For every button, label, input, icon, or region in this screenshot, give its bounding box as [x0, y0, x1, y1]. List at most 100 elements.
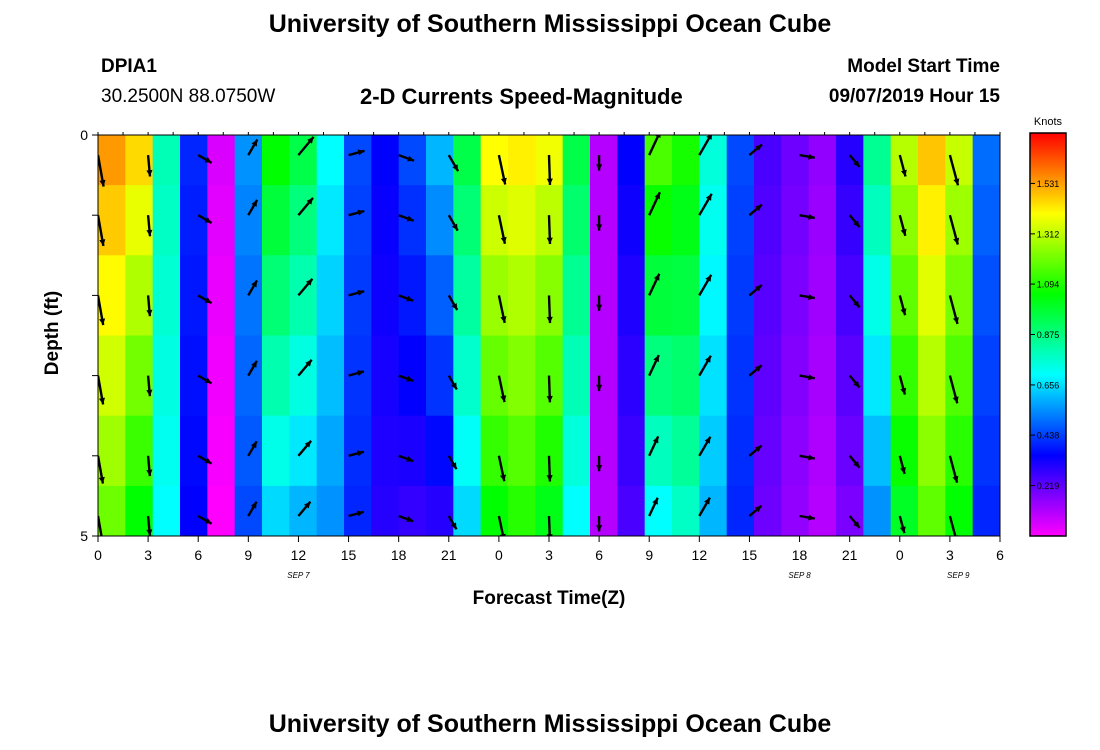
- heatmap-cell: [918, 185, 946, 256]
- heatmap-cell: [672, 185, 700, 256]
- current-vector-head: [204, 457, 212, 464]
- x-tick-label: 0: [896, 547, 904, 563]
- current-vector-head: [596, 304, 603, 311]
- current-vector: [348, 289, 365, 297]
- current-vector-head: [451, 303, 458, 310]
- current-vector: [398, 374, 414, 383]
- current-vector-head: [808, 454, 815, 461]
- heatmap-cell: [945, 135, 974, 186]
- current-vector-head: [705, 193, 712, 201]
- current-vector-head: [357, 289, 365, 296]
- current-vector-head: [500, 236, 507, 244]
- heatmap-cell: [344, 335, 372, 417]
- heatmap-cell: [262, 135, 290, 186]
- heatmap-cell: [808, 255, 837, 337]
- current-vector-head: [596, 525, 603, 532]
- current-vector-head: [146, 169, 153, 177]
- heatmap-cell: [426, 185, 454, 256]
- x-tick-label: 15: [341, 547, 357, 563]
- current-vector: [98, 154, 106, 187]
- current-vector-head: [499, 533, 506, 536]
- current-vector-head: [755, 204, 762, 212]
- y-axis-label: Depth (ft): [42, 291, 63, 375]
- heatmap-cell: [644, 485, 673, 536]
- current-vector-head: [98, 476, 105, 484]
- heatmap-cell: [972, 185, 1000, 256]
- heatmap-cell: [98, 485, 126, 536]
- heatmap-cell: [726, 415, 755, 487]
- current-vector: [748, 284, 763, 297]
- current-vector-head: [304, 440, 312, 448]
- heatmap-cell: [972, 485, 1000, 536]
- heatmap-cell: [590, 185, 618, 256]
- heatmap-cell: [180, 135, 208, 186]
- heatmap-cell: [890, 135, 919, 186]
- heatmap-cell: [726, 485, 755, 536]
- current-vector-head: [452, 164, 459, 172]
- heatmap-cell: [480, 335, 509, 417]
- current-vector: [948, 295, 959, 325]
- heatmap-cell: [644, 255, 673, 337]
- heatmap-cell: [672, 135, 700, 186]
- heatmap-cell: [316, 185, 345, 256]
- current-vector: [848, 214, 861, 228]
- current-vector-head: [705, 355, 711, 363]
- heatmap-cell: [863, 255, 892, 337]
- x-tick-label: 21: [842, 547, 858, 563]
- current-vector: [146, 455, 153, 477]
- current-vector-head: [853, 380, 860, 388]
- current-vector-head: [204, 377, 212, 384]
- heatmap-cell: [699, 135, 728, 186]
- x-tick-label: 6: [595, 547, 603, 563]
- current-vector: [247, 199, 259, 216]
- current-vector: [596, 516, 603, 532]
- current-vector-shaft: [497, 515, 505, 536]
- y-tick-label: 0: [80, 127, 88, 143]
- heatmap-cell: [480, 255, 509, 337]
- model-start-label: Model Start Time: [847, 56, 1000, 77]
- heatmap-cell: [562, 485, 591, 536]
- current-vector-head: [304, 501, 311, 509]
- current-vector: [398, 214, 415, 222]
- current-vector: [596, 215, 603, 231]
- current-vector-head: [901, 169, 907, 177]
- current-vector: [898, 154, 907, 177]
- colorbar-tick-label: 0.875: [1037, 330, 1060, 340]
- colorbar-label: Knots: [1034, 116, 1063, 128]
- heatmap-cell: [207, 415, 236, 487]
- current-vector-head: [500, 474, 506, 482]
- heatmap-cell: [508, 335, 536, 417]
- current-vector-head: [853, 300, 860, 308]
- heatmap-cell: [808, 485, 837, 536]
- heatmap-cell: [644, 135, 673, 186]
- heatmap-cell: [234, 135, 263, 186]
- current-vector-head: [250, 501, 257, 509]
- heatmap-cell: [617, 185, 646, 256]
- page-title: University of Southern Mississippi Ocean…: [268, 10, 832, 38]
- current-vector-head: [596, 224, 603, 231]
- current-vector: [898, 375, 907, 395]
- heatmap-cell: [863, 135, 892, 186]
- current-vector: [898, 455, 906, 475]
- current-vector-head: [853, 460, 860, 468]
- current-vector-head: [706, 135, 712, 140]
- heatmap-cell: [562, 415, 591, 487]
- heatmap-cell: [836, 135, 864, 186]
- current-vector: [398, 294, 414, 302]
- current-vector: [848, 374, 861, 389]
- current-vector: [197, 154, 213, 164]
- heatmap-cell: [371, 185, 400, 256]
- current-vector: [297, 278, 314, 297]
- heatmap-cell: [972, 335, 1000, 417]
- heatmap-cell: [590, 485, 618, 536]
- heatmap-cell: [180, 255, 208, 337]
- current-vector-shaft: [98, 515, 103, 536]
- current-vector: [146, 295, 153, 317]
- x-tick-label: 18: [391, 547, 407, 563]
- current-vector: [799, 213, 816, 220]
- current-vector-head: [900, 387, 907, 395]
- current-vector-head: [754, 445, 762, 452]
- heatmap-cell: [644, 415, 673, 487]
- current-vector: [348, 450, 365, 457]
- current-vector: [98, 295, 106, 326]
